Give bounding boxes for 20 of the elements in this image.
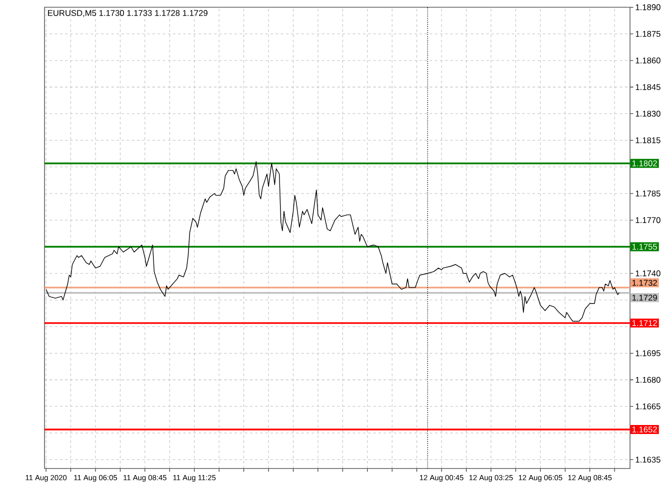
chart-title: EURUSD,M5 1.1730 1.1733 1.1728 1.1729 [48, 10, 208, 17]
y-tick-label: 1.1815 [636, 137, 660, 144]
y-tick-label: 1.1860 [636, 57, 660, 64]
y-tick-label: 1.1785 [636, 190, 660, 196]
ref-line-label: 1.1652 [632, 426, 657, 432]
ref-line-label: 1.1712 [632, 320, 657, 326]
y-tick-label: 1.1635 [636, 456, 660, 462]
y-tick-label: 1.1770 [636, 216, 660, 223]
ref-line-label: 1.1802 [632, 160, 657, 166]
ref-line-label: 1.1755 [632, 244, 657, 250]
y-tick-label: 1.1695 [636, 350, 660, 356]
y-tick-label: 1.1845 [636, 84, 660, 90]
ref-line-label: 1.1732 [632, 280, 657, 286]
y-tick-label: 1.1740 [636, 270, 660, 276]
y-tick-label: 1.1665 [636, 403, 660, 410]
y-tick-label: 1.1890 [636, 4, 660, 10]
ref-line-label: 1.1729 [632, 294, 657, 300]
y-tick-label: 1.1680 [636, 376, 660, 383]
y-tick-label: 1.1875 [636, 30, 660, 37]
y-tick-label: 1.1830 [636, 110, 660, 116]
